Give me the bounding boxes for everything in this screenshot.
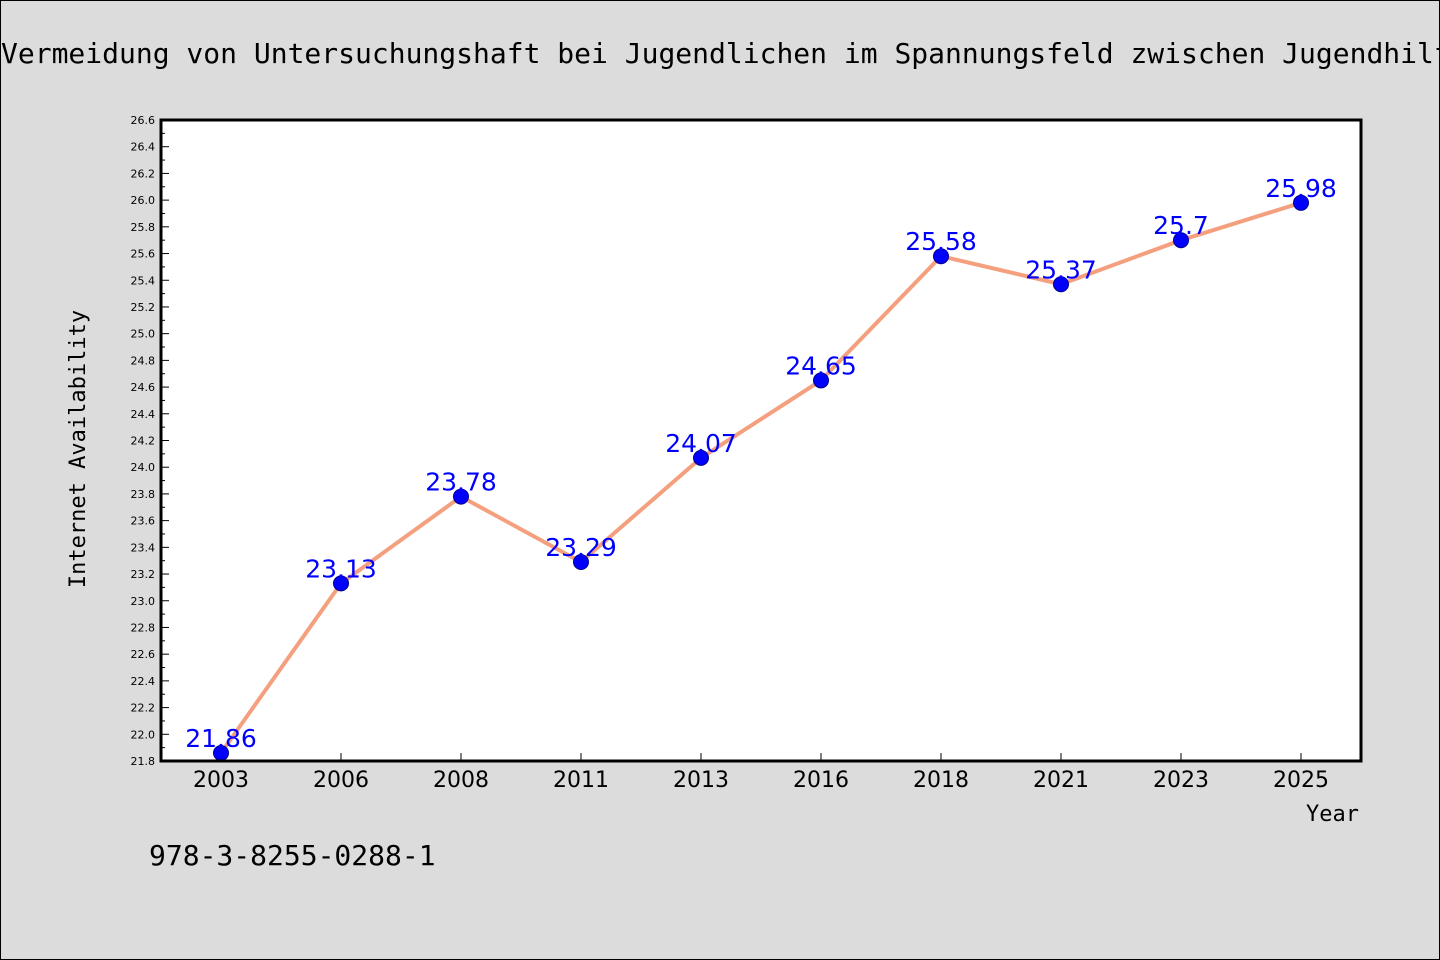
data-point [933, 248, 949, 265]
y-tick-label: 23.0 [131, 595, 156, 608]
chart-title: Vermeidung von Untersuchungshaft bei Jug… [1, 37, 1439, 70]
data-point [813, 372, 829, 389]
y-tick-label: 25.6 [131, 248, 156, 261]
data-label: 23.78 [425, 468, 497, 497]
y-tick-label: 24.8 [131, 354, 156, 367]
y-axis-label: Internet Availability [66, 310, 91, 588]
data-label: 24.07 [665, 429, 737, 458]
data-point [1053, 276, 1069, 293]
x-tick-label: 2008 [433, 768, 489, 793]
y-tick-label: 21.8 [131, 755, 156, 768]
y-tick-label: 24.4 [131, 408, 156, 421]
y-tick-label: 23.4 [131, 541, 156, 554]
data-label: 24.65 [785, 351, 857, 380]
data-label: 25.58 [905, 227, 977, 256]
y-tick-label: 22.4 [131, 675, 156, 688]
y-tick-label: 23.6 [131, 515, 156, 528]
data-label: 23.29 [545, 533, 617, 562]
y-tick-label: 26.2 [131, 167, 156, 180]
data-point [333, 575, 349, 592]
y-tick-label: 25.0 [131, 328, 156, 341]
y-tick-label: 23.8 [131, 488, 156, 501]
data-point [1173, 232, 1189, 249]
y-tick-label: 26.6 [131, 114, 156, 127]
y-tick-label: 25.4 [131, 274, 156, 287]
series-layer [213, 194, 1309, 761]
x-tick-label: 2021 [1033, 768, 1089, 793]
y-tick-label: 26.0 [131, 194, 156, 207]
x-tick-label: 2013 [673, 768, 729, 793]
y-tick-label: 22.6 [131, 648, 156, 661]
plot-frame [159, 118, 1363, 763]
data-labels-layer: 21.86 23.13 23.78 23.29 24.07 24.65 25.58 25.37… [185, 174, 1337, 753]
data-point [573, 554, 589, 571]
y-tick-label: 25.8 [131, 221, 156, 234]
y-tick-label: 24.2 [131, 435, 156, 448]
series-line [219, 200, 1302, 755]
y-tick-label: 26.4 [131, 141, 156, 154]
y-tick-label: 24.0 [131, 461, 156, 474]
x-axis-label: Year [1306, 802, 1359, 827]
data-label: 23.13 [305, 554, 377, 583]
x-tick-label: 2011 [553, 768, 609, 793]
data-label: 21.86 [185, 724, 257, 753]
data-label: 25.37 [1025, 255, 1097, 284]
y-tick-label: 22.8 [131, 621, 156, 634]
y-tick-label: 24.6 [131, 381, 156, 394]
x-tick-label: 2018 [913, 768, 969, 793]
data-point [1293, 194, 1309, 211]
plot-area [161, 120, 1361, 761]
y-axis-ticks: 21.8 22.0 22.2 22.4 22.6 22.8 23.0 23.2 23.4 23.6… [131, 114, 169, 768]
x-tick-label: 2016 [793, 768, 849, 793]
y-tick-label: 22.2 [131, 702, 156, 715]
y-tick-label: 22.0 [131, 728, 156, 741]
data-point [693, 449, 709, 466]
x-tick-label: 2023 [1153, 768, 1209, 793]
y-tick-label: 23.2 [131, 568, 156, 581]
data-label: 25.7 [1153, 211, 1209, 240]
isbn-annotation: 978-3-8255-0288-1 [149, 839, 436, 872]
data-label: 25.98 [1265, 174, 1337, 203]
x-tick-label: 2006 [313, 768, 369, 793]
x-axis-ticks: 2003 2006 2008 2011 2013 2016 2018 2021 2023 2025 [193, 753, 1329, 793]
x-tick-label: 2025 [1273, 768, 1329, 793]
y-tick-label: 25.2 [131, 301, 156, 314]
data-point [453, 488, 469, 505]
x-tick-label: 2003 [193, 768, 249, 793]
